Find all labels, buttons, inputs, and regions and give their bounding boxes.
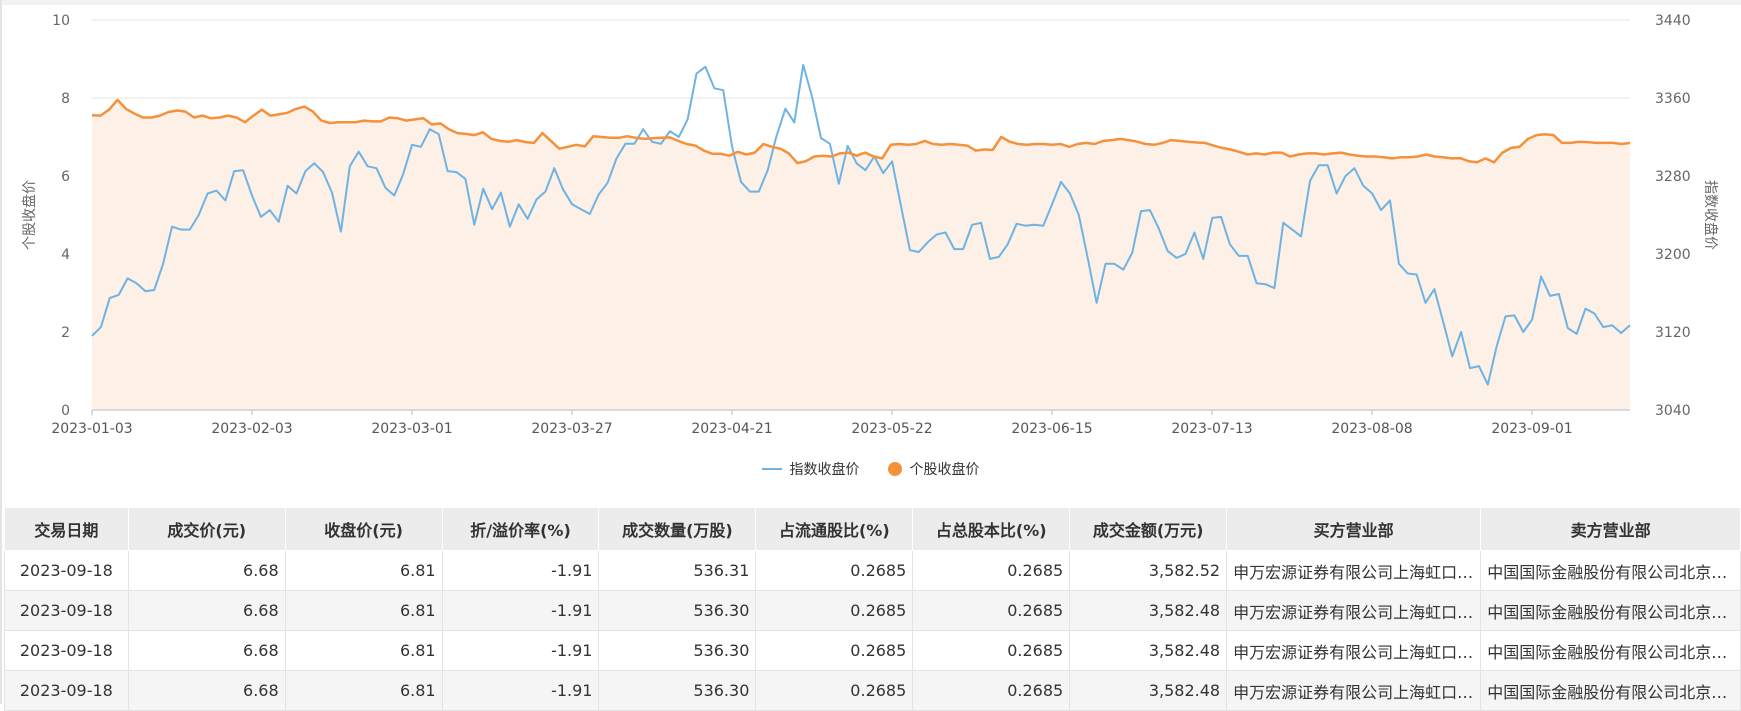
table-header-row: 交易日期 成交价(元) 收盘价(元) 折/溢价率(%) 成交数量(万股) 占流通… xyxy=(4,507,1741,551)
cell-amount: 3,582.52 xyxy=(1069,550,1228,591)
col-header[interactable]: 买方营业部 xyxy=(1226,507,1482,551)
col-header[interactable]: 成交金额(万元) xyxy=(1069,507,1228,551)
legend-dot-icon xyxy=(887,462,902,476)
left-tick-label: 10 xyxy=(52,13,70,29)
axis-layer: 0 3040 2 3120 4 3200 6 3280 8 3360 10 3440 2023-01-0… xyxy=(21,13,1719,437)
cell-deal-price: 6.68 xyxy=(127,670,286,711)
table-row[interactable]: 2023-09-18 6.68 6.81 -1.91 536.31 0.2685… xyxy=(4,550,1741,591)
x-tick-label: 2023-09-01 xyxy=(1491,421,1572,437)
col-header[interactable]: 交易日期 xyxy=(4,507,129,551)
cell-premium-rate: -1.91 xyxy=(441,670,600,711)
left-tick-label: 6 xyxy=(61,169,70,185)
cell-seller[interactable]: 中国国际金融股份有限公司北京建国门外大街证券营业部 xyxy=(1480,590,1741,631)
cell-date: 2023-09-18 xyxy=(4,590,129,631)
legend-label-stock: 个股收盘价 xyxy=(909,462,980,478)
cell-buyer[interactable]: 申万宏源证券有限公司上海虹口区黄河路证券营业部 xyxy=(1226,670,1482,711)
legend-label-index: 指数收盘价 xyxy=(789,462,860,478)
right-tick-label: 3440 xyxy=(1655,13,1691,29)
table-row[interactable]: 2023-09-18 6.68 6.81 -1.91 536.30 0.2685… xyxy=(4,630,1741,671)
left-axis-title: 个股收盘价 xyxy=(21,180,38,250)
cell-deal-price: 6.68 xyxy=(127,550,286,591)
area-layer xyxy=(92,99,1630,411)
right-axis-title: 指数收盘价 xyxy=(1702,180,1719,250)
col-header[interactable]: 收盘价(元) xyxy=(284,507,443,551)
right-tick-label: 3040 xyxy=(1655,403,1691,419)
x-tick-label: 2023-06-15 xyxy=(1011,421,1092,437)
cell-amount: 3,582.48 xyxy=(1069,670,1228,711)
cell-close-price: 6.81 xyxy=(284,590,443,631)
cell-total-ratio: 0.2685 xyxy=(912,670,1071,711)
stock-area-fill xyxy=(92,99,1630,411)
cell-volume: 536.30 xyxy=(598,670,757,711)
x-tick-label: 2023-04-21 xyxy=(691,421,772,437)
x-tick-label: 2023-03-27 xyxy=(531,421,612,437)
stock-close-line xyxy=(91,98,1631,165)
x-tick-label: 2023-03-01 xyxy=(371,421,452,437)
cell-close-price: 6.81 xyxy=(284,630,443,671)
cell-seller[interactable]: 中国国际金融股份有限公司北京建国门外大街证券营业部 xyxy=(1480,630,1741,671)
cell-seller[interactable]: 中国国际金融股份有限公司北京建国门外大街证券营业部 xyxy=(1480,550,1741,591)
cell-deal-price: 6.68 xyxy=(127,590,286,631)
cell-date: 2023-09-18 xyxy=(4,550,129,591)
cell-volume: 536.30 xyxy=(598,630,757,671)
x-tick-label: 2023-08-08 xyxy=(1331,421,1412,437)
col-header[interactable]: 成交数量(万股) xyxy=(598,507,757,551)
table-row[interactable]: 2023-09-18 6.68 6.81 -1.91 536.30 0.2685… xyxy=(4,670,1741,711)
left-tick-label: 0 xyxy=(61,403,70,419)
table-row[interactable]: 2023-09-18 6.68 6.81 -1.91 536.30 0.2685… xyxy=(4,590,1741,631)
cell-amount: 3,582.48 xyxy=(1069,590,1228,631)
chart-legend: 指数收盘价 个股收盘价 xyxy=(0,459,1741,479)
col-header[interactable]: 占流通股比(%) xyxy=(755,507,914,551)
chart-svg: 0 3040 2 3120 4 3200 6 3280 8 3360 10 3440 2023-01-0… xyxy=(21,13,1719,437)
cell-close-price: 6.81 xyxy=(284,550,443,591)
cell-total-ratio: 0.2685 xyxy=(912,590,1071,631)
left-edge-divider xyxy=(0,0,2,704)
cell-close-price: 6.81 xyxy=(284,670,443,711)
x-tick-label: 2023-05-22 xyxy=(851,421,932,437)
cell-total-ratio: 0.2685 xyxy=(912,630,1071,671)
cell-volume: 536.30 xyxy=(598,590,757,631)
legend-item-index[interactable]: 指数收盘价 xyxy=(761,459,860,479)
cell-float-ratio: 0.2685 xyxy=(755,670,914,711)
cell-buyer[interactable]: 申万宏源证券有限公司上海虹口区黄河路证券营业部 xyxy=(1226,550,1482,591)
cell-float-ratio: 0.2685 xyxy=(755,590,914,631)
cell-premium-rate: -1.91 xyxy=(441,630,600,671)
right-tick-label: 3360 xyxy=(1655,91,1691,107)
index-close-line xyxy=(91,63,1631,386)
cell-premium-rate: -1.91 xyxy=(441,550,600,591)
col-header[interactable]: 折/溢价率(%) xyxy=(441,507,600,551)
left-tick-label: 4 xyxy=(61,247,70,263)
cell-total-ratio: 0.2685 xyxy=(912,550,1071,591)
line-layer xyxy=(91,63,1631,386)
cell-volume: 536.31 xyxy=(598,550,757,591)
price-comparison-chart: 0 3040 2 3120 4 3200 6 3280 8 3360 10 3440 2023-01-0… xyxy=(0,5,1741,505)
cell-amount: 3,582.48 xyxy=(1069,630,1228,671)
x-tick-label: 2023-01-03 xyxy=(51,421,132,437)
x-tick-label: 2023-02-03 xyxy=(211,421,292,437)
cell-buyer[interactable]: 申万宏源证券有限公司上海虹口区黄河路证券营业部 xyxy=(1226,630,1482,671)
left-tick-label: 2 xyxy=(61,325,70,341)
cell-float-ratio: 0.2685 xyxy=(755,550,914,591)
cell-date: 2023-09-18 xyxy=(4,630,129,671)
col-header[interactable]: 成交价(元) xyxy=(127,507,286,551)
left-tick-label: 8 xyxy=(61,91,70,107)
cell-seller[interactable]: 中国国际金融股份有限公司北京建国门外大街证券营业部 xyxy=(1480,670,1741,711)
top-strip xyxy=(0,0,1741,5)
cell-deal-price: 6.68 xyxy=(127,630,286,671)
legend-line-icon xyxy=(761,468,782,470)
block-trade-table: 交易日期 成交价(元) 收盘价(元) 折/溢价率(%) 成交数量(万股) 占流通… xyxy=(4,507,1741,711)
right-tick-label: 3120 xyxy=(1655,325,1691,341)
col-header[interactable]: 占总股本比(%) xyxy=(912,507,1071,551)
right-tick-label: 3280 xyxy=(1655,169,1691,185)
legend-item-stock[interactable]: 个股收盘价 xyxy=(887,459,980,479)
right-tick-label: 3200 xyxy=(1655,247,1691,263)
cell-buyer[interactable]: 申万宏源证券有限公司上海虹口区黄河路证券营业部 xyxy=(1226,590,1482,631)
col-header[interactable]: 卖方营业部 xyxy=(1480,507,1741,551)
x-tick-label: 2023-07-13 xyxy=(1171,421,1252,437)
cell-float-ratio: 0.2685 xyxy=(755,630,914,671)
cell-premium-rate: -1.91 xyxy=(441,590,600,631)
cell-date: 2023-09-18 xyxy=(4,670,129,711)
